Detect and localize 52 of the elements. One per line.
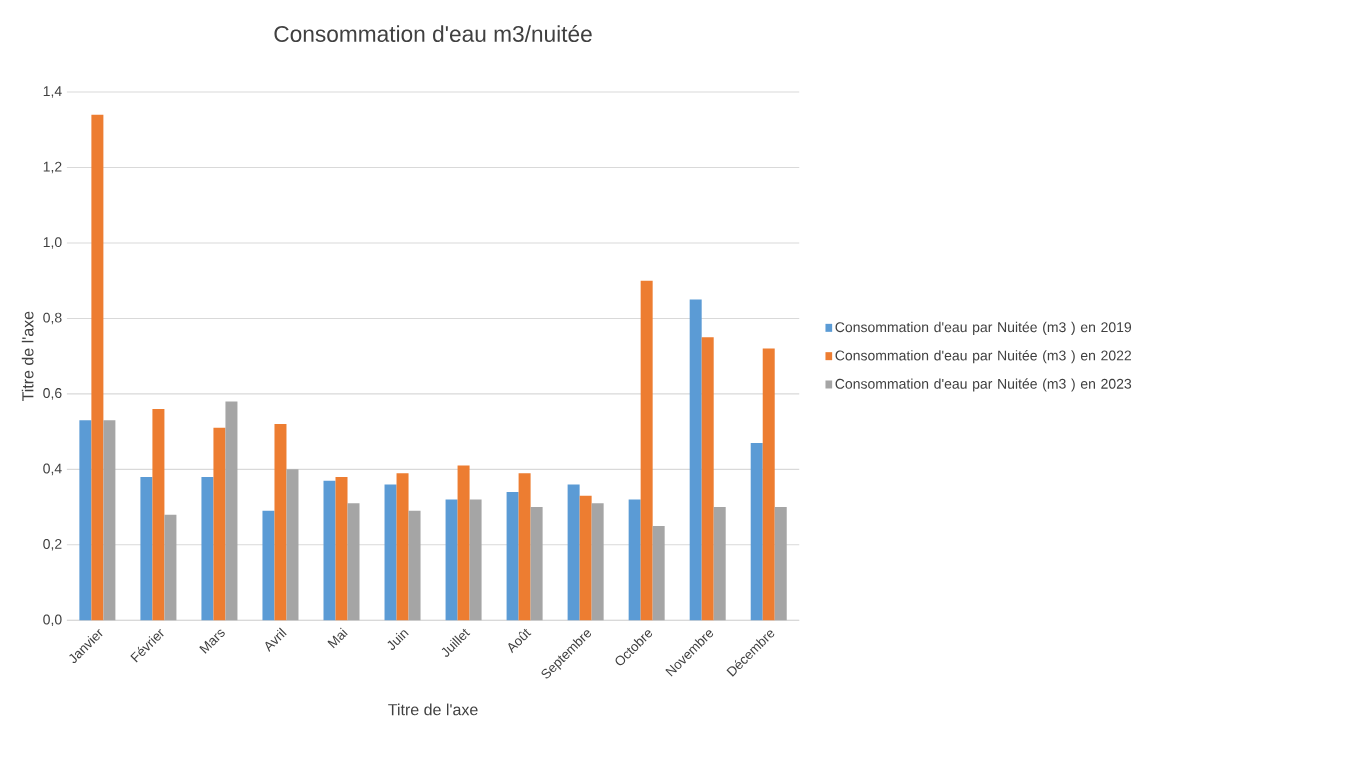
bar [457,465,470,621]
bar [591,503,604,621]
y-tick-label: 1,2 [43,161,62,174]
bar [445,499,458,621]
x-tick-label: Mai [327,627,348,649]
bar [652,526,665,621]
y-tick-label: 0,0 [43,614,62,627]
bar [286,469,299,621]
bar [774,507,787,621]
bar [579,495,592,621]
bar [628,499,641,621]
legend-label: Consommation d'eau par Nuitée (m3 ) en 2022 [835,350,1132,364]
bar [164,514,177,621]
bar [762,348,775,621]
y-axis-title: Titre de l'axe [21,311,34,402]
bar [384,484,397,621]
bar [506,492,519,621]
y-tick-label: 1,4 [43,86,62,98]
bar [396,473,409,621]
bar [713,507,726,621]
bar [140,477,153,621]
bar [530,507,543,621]
bar [262,511,275,621]
y-tick-label: 0,6 [43,388,62,400]
bar [335,477,348,621]
bar [225,401,238,621]
x-tick-label: Juin [387,630,409,651]
y-tick-label: 0,2 [43,539,62,551]
bar [103,420,116,621]
bar [91,114,104,621]
bar [152,409,165,621]
legend-label: Consommation d'eau par Nuitée (m3 ) en 2019 [835,321,1132,336]
y-tick-label: 0,4 [43,463,62,476]
bar [567,484,580,621]
legend-label: Consommation d'eau par Nuitée (m3 ) en 2023 [835,378,1132,392]
x-axis-title: Titre de l'axe [388,703,478,716]
chart-title: Consommation d'eau m3/nuitée [274,25,592,43]
bar [213,428,226,621]
bar [701,337,714,621]
bar [79,420,92,621]
bar [323,480,336,621]
bar [518,473,531,621]
bar [689,299,702,621]
bar [201,477,214,621]
y-tick-label: 1,0 [43,237,62,249]
bar [347,503,360,621]
bar [640,280,653,621]
bar [750,443,763,621]
bar [469,499,482,621]
bar [408,511,421,621]
y-tick-label: 0,8 [43,312,62,325]
bar [274,424,287,621]
